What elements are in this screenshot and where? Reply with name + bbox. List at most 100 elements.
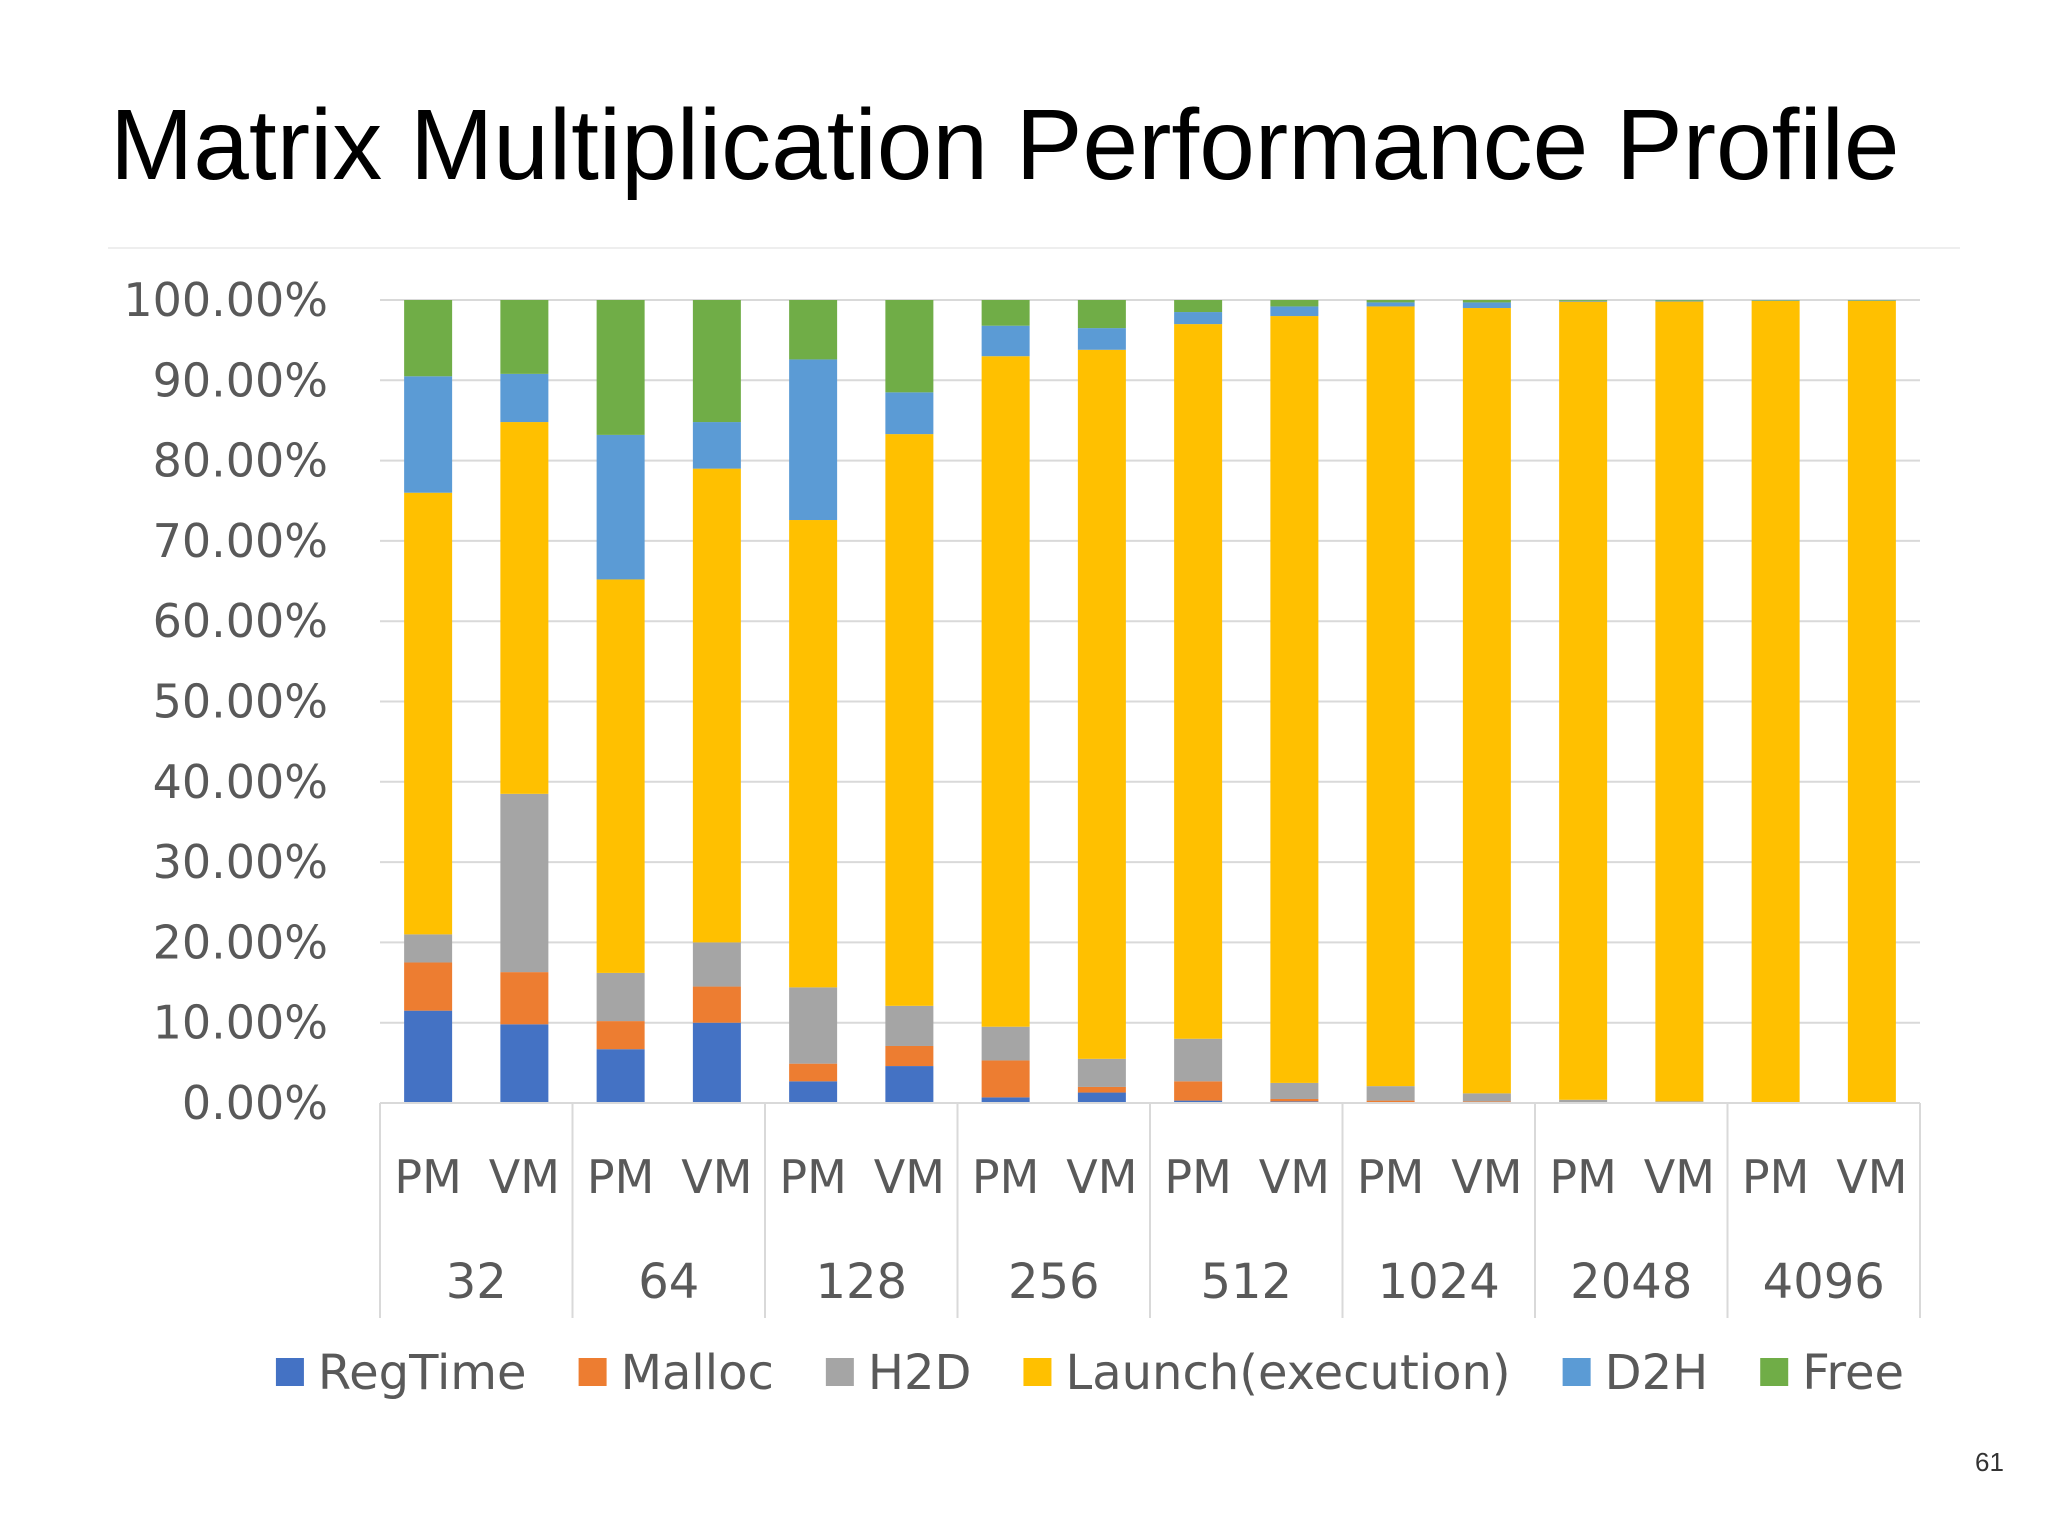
- x-sub-label: PM: [1549, 1150, 1616, 1204]
- bar-segment-free: [692, 300, 741, 423]
- bar-segment-launch-execution: [981, 356, 1030, 1027]
- bar-segment-malloc: [404, 962, 453, 1011]
- bar-segment-free: [885, 300, 934, 393]
- x-group-label: 256: [1008, 1254, 1100, 1310]
- legend-label: Malloc: [621, 1345, 774, 1401]
- bar-segment-free: [1270, 300, 1319, 307]
- bar-segment-h2d: [885, 1005, 934, 1046]
- bar-segment-regtime: [500, 1024, 549, 1103]
- bar-segment-launch-execution: [1366, 306, 1415, 1087]
- bar-segment-launch-execution: [596, 579, 645, 973]
- bar-segment-free: [1077, 300, 1126, 329]
- bar-segment-launch-execution: [1655, 301, 1704, 1102]
- y-tick-label: 50.00%: [153, 675, 328, 729]
- x-group-label: 64: [638, 1254, 699, 1310]
- bar-segment-launch-execution: [692, 468, 741, 943]
- y-tick-label: 90.00%: [153, 353, 328, 407]
- slide-title: Matrix Multiplication Performance Profil…: [110, 89, 1900, 201]
- bar-segment-malloc: [1174, 1081, 1223, 1101]
- legend-swatch: [1562, 1358, 1591, 1386]
- y-tick-label: 100.00%: [123, 273, 328, 327]
- bar-segment-malloc: [500, 972, 549, 1025]
- bar-segment-d2h: [1366, 302, 1415, 307]
- bar-segment-h2d: [404, 934, 453, 963]
- bar-segment-free: [789, 300, 838, 360]
- bar-segment-malloc: [692, 986, 741, 1023]
- y-tick-label: 60.00%: [153, 594, 328, 648]
- bar-segment-regtime: [596, 1049, 645, 1103]
- x-sub-label: PM: [1742, 1150, 1809, 1204]
- legend-label: Launch(execution): [1065, 1345, 1510, 1401]
- legend-item: Launch(execution): [1023, 1345, 1511, 1401]
- legend-swatch: [1760, 1358, 1789, 1386]
- x-sub-label: VM: [489, 1150, 560, 1204]
- bar-segment-h2d: [1655, 1101, 1704, 1103]
- bar-segment-malloc: [1366, 1100, 1415, 1103]
- legend-label: RegTime: [318, 1345, 527, 1401]
- bar-segment-d2h: [1462, 302, 1511, 309]
- y-tick-label: 40.00%: [153, 755, 328, 809]
- y-tick-label: 70.00%: [153, 514, 328, 568]
- x-sub-label: VM: [1259, 1150, 1330, 1204]
- x-sub-label: PM: [1357, 1150, 1424, 1204]
- bar-segment-h2d: [1366, 1086, 1415, 1101]
- slide-number: 61: [1975, 1447, 2004, 1477]
- bar-segment-regtime: [789, 1081, 838, 1103]
- bar-segment-malloc: [1462, 1101, 1511, 1103]
- y-tick-label: 10.00%: [153, 996, 328, 1050]
- bar-segment-launch-execution: [1751, 300, 1800, 1103]
- x-sub-label: PM: [587, 1150, 654, 1204]
- y-tick-label: 20.00%: [153, 915, 328, 969]
- bar-segment-launch-execution: [1462, 308, 1511, 1094]
- legend-item: Malloc: [578, 1345, 774, 1401]
- bar-segment-d2h: [981, 325, 1030, 357]
- bar-segment-h2d: [789, 987, 838, 1064]
- legend-label: Free: [1802, 1345, 1904, 1401]
- legend-item: H2D: [825, 1345, 972, 1401]
- bar-segment-launch-execution: [885, 434, 934, 1006]
- bar-segment-free: [596, 300, 645, 435]
- legend-item: Free: [1760, 1345, 1904, 1401]
- bar-segment-free: [1559, 300, 1608, 301]
- y-axis-tick-labels: 0.00% 10.00% 20.00% 30.00% 40.00% 50.00% 60.00…: [123, 273, 328, 1130]
- x-sub-label: VM: [1066, 1150, 1137, 1204]
- legend-item: RegTime: [275, 1345, 527, 1401]
- legend-label: H2D: [868, 1345, 972, 1401]
- x-sub-label: PM: [972, 1150, 1039, 1204]
- x-group-label: 2048: [1570, 1254, 1692, 1310]
- bar-segment-d2h: [692, 422, 741, 469]
- x-sub-label: PM: [394, 1150, 461, 1204]
- bar-segment-h2d: [1270, 1082, 1319, 1099]
- bar-segment-launch-execution: [789, 520, 838, 988]
- x-sub-label: VM: [1644, 1150, 1715, 1204]
- bar-segment-h2d: [1462, 1093, 1511, 1102]
- x-group-label: 32: [446, 1254, 507, 1310]
- bar-segment-launch-execution: [500, 422, 549, 794]
- bar-segment-launch-execution: [1559, 301, 1608, 1100]
- bar-segment-free: [981, 300, 1030, 326]
- x-axis: PM VM PM VM PM VM PM VM PM VM PM VM PM VM PM VM 32 64 128 2…: [379, 1102, 1921, 1318]
- bar-segment-d2h: [1077, 328, 1126, 350]
- legend-swatch: [578, 1358, 607, 1386]
- bar-segment-malloc: [789, 1063, 838, 1082]
- bar-segment-malloc: [596, 1021, 645, 1050]
- bar-segment-regtime: [1077, 1092, 1126, 1103]
- legend-label: D2H: [1605, 1345, 1709, 1401]
- bar-segment-d2h: [1559, 300, 1608, 302]
- x-group-label: 512: [1200, 1254, 1292, 1310]
- bar-segment-free: [500, 300, 549, 374]
- y-tick-label: 30.00%: [153, 835, 328, 889]
- x-sub-label: VM: [681, 1150, 752, 1204]
- y-tick-label: 0.00%: [182, 1076, 328, 1130]
- bar-segment-launch-execution: [1077, 349, 1126, 1059]
- bar-segment-d2h: [500, 373, 549, 423]
- bar-segment-d2h: [885, 392, 934, 435]
- legend-item: D2H: [1562, 1345, 1709, 1401]
- bar-segment-malloc: [885, 1045, 934, 1067]
- x-sub-label: VM: [1836, 1150, 1907, 1204]
- bars: [404, 300, 1896, 1103]
- x-sub-label: VM: [874, 1150, 945, 1204]
- x-sub-label: VM: [1451, 1150, 1522, 1204]
- bar-segment-h2d: [1077, 1058, 1126, 1087]
